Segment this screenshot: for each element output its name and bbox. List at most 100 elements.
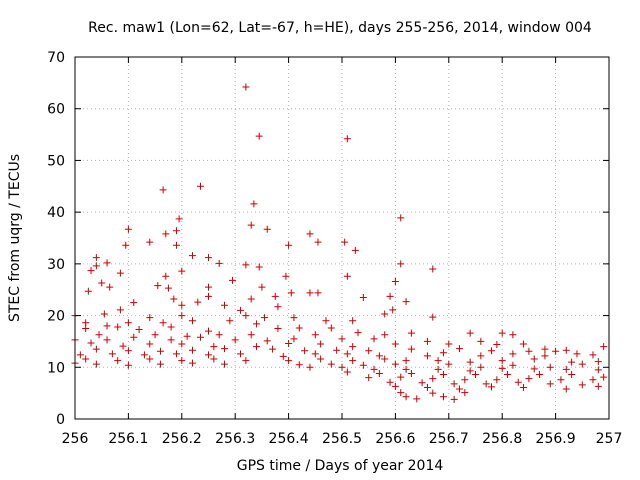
data-point [124,319,132,327]
data-point [242,312,250,320]
chart-title: Rec. maw1 (Lon=62, Lat=-67, h=HE), days … [88,20,592,36]
data-point [196,182,204,190]
data-point [530,355,538,363]
data-point [525,375,533,383]
data-point [466,367,474,375]
data-point [311,331,319,339]
axis-ticks: 256 256.1 256.2 256.3 256.4 256.5 256.6 256.7 25… [47,50,622,447]
data-point [154,282,162,290]
data-point [263,225,271,233]
data-point [509,361,517,369]
data-point [178,312,186,320]
data-point [322,317,330,325]
data-point [525,347,533,355]
data-point [445,360,453,368]
data-point [178,340,186,348]
data-points [71,83,608,403]
data-point [124,225,132,233]
data-point [343,135,351,143]
data-point [594,358,602,366]
data-point [253,343,261,351]
data-point [509,350,517,358]
data-point [196,333,204,341]
data-point [557,376,565,384]
data-point [600,373,608,381]
data-point [423,352,431,360]
data-point [301,347,309,355]
data-point [504,371,512,379]
data-point [274,325,282,332]
data-point [439,393,447,401]
data-point [156,347,164,355]
data-point [429,389,437,397]
data-point [423,337,431,345]
data-point [450,380,458,388]
data-point [205,292,212,300]
data-point [92,345,100,353]
data-point [116,306,124,314]
data-point [311,350,319,358]
data-point [349,357,357,365]
data-point [108,350,116,358]
data-point [285,357,293,365]
data-point [338,335,346,343]
data-point [530,365,538,373]
data-point [429,313,437,321]
data-point [349,343,357,351]
data-point [418,379,426,387]
data-point [172,227,180,235]
x-tick-label: 256.3 [215,431,255,447]
data-point [429,265,437,273]
data-point [146,314,154,322]
data-point [162,230,170,238]
data-point [520,340,528,348]
data-point [375,352,383,360]
data-point [242,261,250,269]
data-point [250,200,258,208]
data-point [381,355,389,363]
data-point [130,333,138,341]
data-point [178,267,186,275]
data-point [343,368,351,376]
data-point [407,345,415,353]
data-point [205,254,212,262]
data-point [482,380,490,388]
data-point [170,295,178,303]
data-point [562,385,570,393]
data-point [498,364,506,372]
data-point [317,340,325,348]
x-tick-label: 256.9 [536,431,576,447]
data-point [498,357,506,365]
data-point [231,336,239,344]
y-tick-label: 30 [47,257,65,273]
data-point [215,259,223,267]
data-point [578,360,586,368]
x-tick-label: 256.1 [108,431,148,447]
data-point [386,378,394,386]
data-point [253,320,261,328]
data-point [114,323,122,331]
data-point [255,132,263,140]
data-point [466,358,474,366]
data-point [242,357,250,365]
data-point [295,361,303,369]
data-point [343,350,351,358]
data-point [333,346,341,354]
data-point [290,335,298,343]
data-point [439,371,447,379]
data-point [546,363,554,371]
data-point [100,310,108,318]
data-point [151,331,159,339]
data-point [327,360,335,368]
data-point [124,347,132,355]
data-point [247,295,255,303]
x-tick-label: 256.8 [482,431,522,447]
data-point [509,331,517,339]
data-point [578,381,586,389]
data-point [413,395,421,403]
data-point [589,376,597,384]
data-point [140,351,148,359]
data-point [205,283,212,291]
data-point [493,341,501,349]
data-point [167,336,175,344]
